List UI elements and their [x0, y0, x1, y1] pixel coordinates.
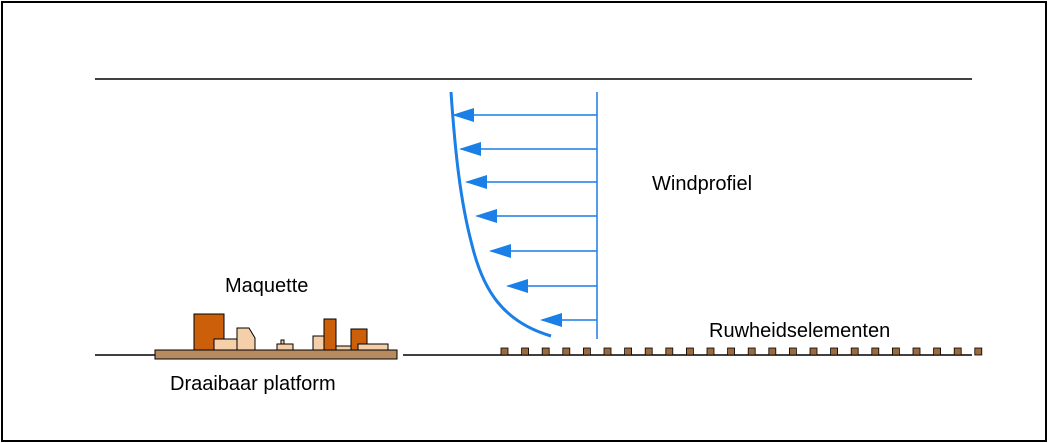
roughness-block — [644, 347, 653, 356]
roughness-block — [953, 347, 962, 356]
roughness-block — [809, 347, 818, 356]
roughness-block — [892, 347, 900, 356]
building-small-antenna — [276, 343, 294, 351]
turntable-platform — [154, 349, 398, 360]
building-wide-right — [357, 343, 389, 351]
wind-profile-curve — [449, 91, 552, 338]
roughness-block — [686, 347, 694, 356]
roughness-block — [747, 347, 756, 356]
roughness-block — [974, 347, 983, 356]
windprofiel-label: Windprofiel — [652, 173, 753, 195]
building-antenna — [280, 339, 285, 345]
roughness-block — [541, 347, 550, 356]
building-tower-mid — [323, 318, 337, 351]
roughness-block — [521, 347, 529, 356]
platform-label: Draaibaar platform — [170, 373, 336, 395]
roughness-block — [562, 347, 571, 356]
roughness-block — [665, 347, 674, 356]
roughness-block — [789, 347, 797, 356]
maquette-label: Maquette — [225, 275, 309, 297]
roughness-block — [706, 347, 715, 356]
roughness-block — [624, 347, 632, 356]
roughness-block — [933, 347, 941, 356]
roughness-block — [727, 347, 735, 356]
roughness-block — [871, 347, 880, 356]
roughness-block — [912, 347, 921, 356]
roughness-block — [583, 347, 591, 356]
roughness-block — [830, 347, 838, 356]
building-slanted — [236, 327, 256, 351]
roughness-label: Ruwheidselementen — [709, 320, 891, 342]
roughness-block — [850, 347, 859, 356]
building-low-left — [213, 338, 241, 351]
roughness-block — [768, 347, 777, 356]
roughness-elements — [500, 347, 983, 356]
roughness-block — [500, 347, 509, 356]
roughness-block — [603, 347, 612, 356]
wind-arrows — [452, 108, 597, 327]
maquette-buildings — [193, 313, 389, 351]
